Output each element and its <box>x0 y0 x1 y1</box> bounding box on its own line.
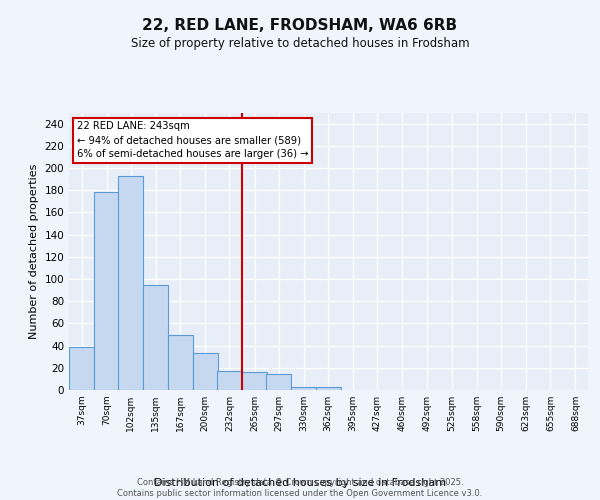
Bar <box>118 176 143 390</box>
Y-axis label: Number of detached properties: Number of detached properties <box>29 164 39 339</box>
Text: Size of property relative to detached houses in Frodsham: Size of property relative to detached ho… <box>131 38 469 51</box>
Text: 22 RED LANE: 243sqm
← 94% of detached houses are smaller (589)
6% of semi-detach: 22 RED LANE: 243sqm ← 94% of detached ho… <box>77 122 308 160</box>
Bar <box>316 386 341 390</box>
Text: Contains HM Land Registry data © Crown copyright and database right 2025.
Contai: Contains HM Land Registry data © Crown c… <box>118 478 482 498</box>
Bar <box>242 372 267 390</box>
Bar <box>266 374 292 390</box>
Bar <box>167 334 193 390</box>
Text: 22, RED LANE, FRODSHAM, WA6 6RB: 22, RED LANE, FRODSHAM, WA6 6RB <box>142 18 458 32</box>
Bar <box>193 354 218 390</box>
Bar <box>217 371 242 390</box>
Bar <box>69 346 94 390</box>
Bar <box>292 386 316 390</box>
Bar <box>143 284 169 390</box>
Bar <box>94 192 119 390</box>
Text: Distribution of detached houses by size in Frodsham: Distribution of detached houses by size … <box>154 478 446 488</box>
